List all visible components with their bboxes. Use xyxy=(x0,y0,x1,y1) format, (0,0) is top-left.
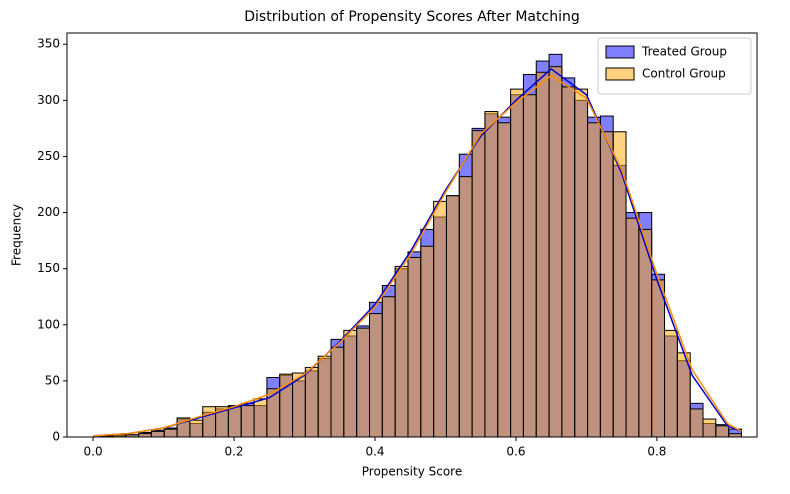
histogram-bar xyxy=(292,372,306,438)
plot-frame xyxy=(66,32,758,438)
y-axis-label: Frequency xyxy=(10,204,24,266)
histogram-bar xyxy=(535,71,550,438)
histogram-bar xyxy=(458,176,473,438)
legend-box xyxy=(597,37,752,95)
histogram-bar xyxy=(471,130,486,438)
histogram-bar xyxy=(599,131,614,438)
histogram-bar xyxy=(445,195,460,438)
y-tick-label: 350 xyxy=(37,37,60,51)
chart-title: Distribution of Propensity Scores After … xyxy=(244,9,579,25)
histogram-bar xyxy=(407,256,422,438)
histogram-bar xyxy=(561,86,576,438)
histogram-bar xyxy=(202,406,217,438)
y-tick-label: 300 xyxy=(37,93,60,107)
histogram-bar xyxy=(497,122,512,438)
histogram-bar xyxy=(625,217,640,438)
histogram-bar xyxy=(227,406,242,438)
histogram-bar xyxy=(381,296,396,438)
y-tick-label: 250 xyxy=(37,149,60,163)
legend-swatch xyxy=(605,67,635,81)
histogram-bar xyxy=(150,430,165,438)
histogram-bar xyxy=(420,245,435,438)
histogram-bar xyxy=(548,66,563,438)
histogram-bar xyxy=(163,428,178,438)
histogram-bar xyxy=(330,346,345,438)
legend-swatch xyxy=(605,45,635,59)
y-tick-label: 200 xyxy=(37,205,60,219)
x-tick-label: 0.8 xyxy=(647,445,666,459)
x-axis-label: Propensity Score xyxy=(362,465,462,479)
histogram-bar xyxy=(587,122,601,438)
x-tick-label: 0.2 xyxy=(224,445,243,459)
histogram-bar xyxy=(343,329,358,438)
histogram-bar xyxy=(356,327,371,438)
histogram-bar xyxy=(189,419,204,438)
histogram-bar xyxy=(702,418,717,438)
histogram-bar xyxy=(394,265,409,438)
histogram-bar xyxy=(240,405,255,438)
histogram-bar xyxy=(664,329,678,438)
y-tick-label: 100 xyxy=(37,317,60,331)
y-tick-label: 0 xyxy=(52,430,60,444)
histogram-bar xyxy=(433,200,447,438)
x-tick-label: 0.6 xyxy=(506,445,525,459)
histogram-bar xyxy=(715,425,730,438)
histogram-bar xyxy=(484,111,499,438)
histogram-bar xyxy=(510,88,524,438)
histogram-bar xyxy=(304,366,319,438)
histogram-bar xyxy=(574,88,589,438)
y-tick-label: 50 xyxy=(45,373,60,387)
histogram-bar xyxy=(253,398,268,438)
x-tick-label: 0.0 xyxy=(84,445,103,459)
kde-line xyxy=(93,67,742,437)
histogram-bar xyxy=(728,433,742,438)
histogram-bar xyxy=(522,94,537,438)
histogram-bar xyxy=(689,408,704,438)
legend-label: Treated Group xyxy=(641,45,727,59)
histogram-bar xyxy=(369,313,383,438)
x-tick-label: 0.4 xyxy=(365,445,384,459)
histogram-bar xyxy=(138,433,152,438)
legend-label: Control Group xyxy=(642,67,726,81)
kde-line xyxy=(93,74,742,437)
histogram-bar xyxy=(651,279,666,438)
histogram-bar xyxy=(317,355,332,438)
y-tick-label: 150 xyxy=(37,261,60,275)
